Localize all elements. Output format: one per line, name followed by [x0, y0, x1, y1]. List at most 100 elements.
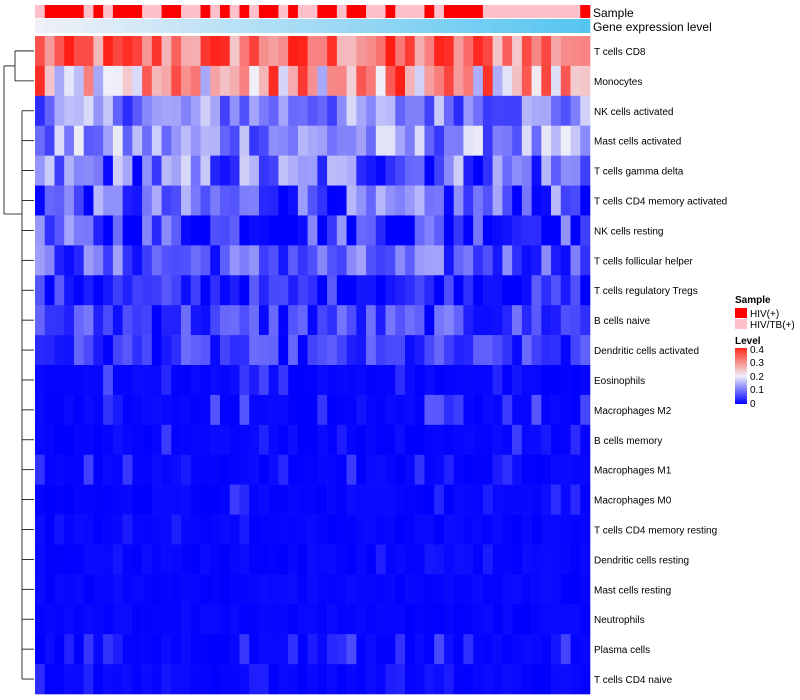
heatmap-cell — [200, 365, 211, 396]
heatmap-cell — [73, 125, 84, 156]
row-label: Mast cells resting — [594, 585, 671, 596]
heatmap-cell — [570, 634, 581, 665]
heatmap-cell — [366, 484, 377, 515]
heatmap-cell — [73, 215, 84, 246]
heatmap-cell — [239, 664, 250, 695]
sample-anno-cell — [161, 5, 172, 18]
heatmap-cell — [288, 574, 299, 605]
heatmap-cell — [161, 125, 172, 156]
heatmap-cell — [356, 275, 367, 306]
heatmap-cell — [288, 514, 299, 545]
heatmap-cell — [132, 305, 143, 336]
heatmap-cell — [521, 365, 532, 396]
heatmap-cell — [278, 155, 289, 186]
heatmap-cell — [229, 245, 240, 276]
heatmap-cell — [492, 394, 503, 426]
heatmap-cell — [258, 125, 269, 156]
heatmap-cell — [249, 394, 260, 426]
heatmap-cell — [190, 305, 201, 336]
expression-anno-cell — [414, 19, 425, 33]
heatmap-cell — [473, 394, 484, 426]
heatmap-cell — [35, 245, 46, 276]
heatmap-cell — [385, 185, 396, 216]
heatmap-cell — [531, 305, 542, 336]
heatmap-cell — [356, 155, 367, 186]
heatmap-cell — [570, 604, 581, 635]
heatmap-cell — [210, 514, 221, 545]
heatmap-cell — [103, 185, 114, 216]
heatmap-cell — [424, 394, 435, 426]
expression-anno-cell — [288, 19, 299, 33]
heatmap-cell — [541, 634, 552, 665]
heatmap-cell — [122, 275, 133, 306]
heatmap-cell — [54, 454, 65, 485]
heatmap-cell — [288, 125, 299, 156]
heatmap-cell — [453, 664, 464, 695]
sample-anno-cell — [375, 5, 386, 18]
row-label: Neutrophils — [594, 615, 645, 626]
expression-anno-cell — [512, 19, 523, 33]
heatmap-cell — [395, 95, 406, 127]
heatmap-cell — [366, 155, 377, 186]
heatmap-cell — [405, 275, 416, 306]
heatmap-cell — [44, 514, 55, 545]
heatmap-cell — [268, 484, 279, 515]
heatmap-cell — [93, 514, 104, 545]
row-label: Macrophages M2 — [594, 406, 672, 417]
heatmap-cell — [336, 634, 347, 665]
heatmap-cell — [395, 65, 406, 97]
heatmap-cell — [171, 574, 182, 605]
heatmap-cell — [54, 305, 65, 336]
heatmap-cell — [473, 604, 484, 635]
heatmap-cell — [434, 664, 445, 695]
heatmap-cell — [424, 574, 435, 605]
heatmap-cell — [521, 36, 532, 67]
heatmap-cell — [434, 484, 445, 515]
heatmap-cell — [210, 185, 221, 216]
heatmap-cell — [200, 634, 211, 665]
heatmap-cell — [103, 634, 114, 665]
heatmap-cell — [35, 394, 46, 426]
heatmap-cell — [570, 365, 581, 396]
heatmap-cell — [64, 335, 75, 366]
heatmap-cell — [531, 634, 542, 665]
heatmap-cell — [453, 305, 464, 336]
heatmap-cell — [453, 574, 464, 605]
legend-label-hiv-tb: HIV/TB(+) — [750, 320, 795, 331]
heatmap-cell — [502, 125, 513, 156]
heatmap-cell — [132, 574, 143, 605]
heatmap-cell — [239, 394, 250, 426]
heatmap-cell — [103, 424, 114, 456]
heatmap-cell — [210, 604, 221, 635]
heatmap-cell — [560, 65, 571, 97]
heatmap-cell — [151, 155, 162, 186]
heatmap-cell — [463, 335, 474, 366]
heatmap-cell — [434, 185, 445, 216]
heatmap-cell — [434, 215, 445, 246]
heatmap-cell — [161, 155, 172, 186]
heatmap-cell — [551, 664, 562, 695]
sample-anno-cell — [395, 5, 406, 18]
heatmap-cell — [336, 454, 347, 485]
heatmap-cell — [278, 394, 289, 426]
heatmap-cell — [249, 65, 260, 97]
heatmap-cell — [161, 394, 172, 426]
expression-anno-cell — [551, 19, 562, 33]
heatmap-cell — [229, 125, 240, 156]
heatmap-cell — [122, 95, 133, 127]
heatmap-cell — [35, 215, 46, 246]
heatmap-cell — [112, 185, 123, 216]
heatmap-cell — [346, 125, 357, 156]
heatmap-cell — [327, 275, 338, 306]
heatmap-cell — [424, 245, 435, 276]
heatmap-cell — [453, 125, 464, 156]
heatmap-cell — [200, 305, 211, 336]
heatmap-cell — [521, 574, 532, 605]
heatmap-cell — [453, 454, 464, 485]
row-label: NK cells resting — [594, 226, 663, 237]
row-label: T cells gamma delta — [594, 167, 684, 178]
heatmap-cell — [161, 424, 172, 456]
sample-anno-cell — [278, 5, 289, 18]
heatmap-cell — [434, 245, 445, 276]
heatmap-cell — [346, 155, 357, 186]
